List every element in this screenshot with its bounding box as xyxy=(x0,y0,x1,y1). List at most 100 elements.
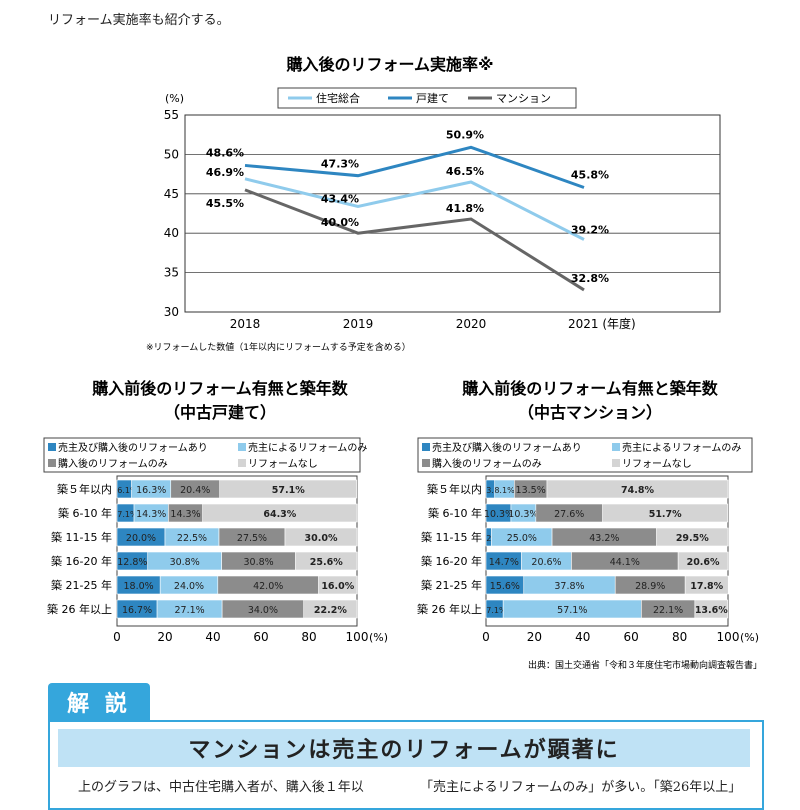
series-line-0 xyxy=(244,177,585,241)
bar-label-2-3: 29.5% xyxy=(676,533,709,544)
bar-label-4-2: 28.9% xyxy=(635,581,665,592)
y-tick-label-1: 35 xyxy=(164,266,179,280)
x-axis-tick-3: 60 xyxy=(253,630,268,644)
category-label-3: 築 16-20 年 xyxy=(51,554,112,568)
bar-segment-2-3 xyxy=(656,527,729,547)
bar-segment-0-3 xyxy=(219,479,358,499)
bar-label-0-2: 20.4% xyxy=(180,485,210,496)
category-label-0: 築５年以内 xyxy=(57,482,112,496)
legend-condo: マンション xyxy=(496,92,551,105)
bar-segment-4-3 xyxy=(318,575,358,595)
left-legend-2: 購入後のリフォームのみ xyxy=(58,457,168,470)
legend-detached: 戸建て xyxy=(416,91,449,105)
y-tick-label-3: 45 xyxy=(164,187,179,201)
bar-label-0-2: 13.5% xyxy=(516,485,546,496)
line-chart-legend: 住宅総合 戸建て マンション xyxy=(277,87,577,109)
data-label-2-2: 41.8% xyxy=(446,202,484,215)
bar-label-4-1: 24.0% xyxy=(174,581,204,592)
x-tick-label-1: 2019 xyxy=(343,317,374,331)
bar-segment-5-3 xyxy=(694,599,729,619)
bar-label-3-2: 30.8% xyxy=(244,557,274,568)
source-note: 出典：国土交通省「令和３年度住宅市場動向調査報告書」 xyxy=(528,659,762,671)
category-label-5: 築 26 年以上 xyxy=(417,602,482,616)
bar-label-5-1: 27.1% xyxy=(175,605,205,616)
y-tick-label-2: 40 xyxy=(164,226,179,240)
intro-text: リフォーム実施率も紹介する。 xyxy=(48,13,230,28)
bar-label-4-0: 18.0% xyxy=(124,581,154,592)
stacked-chart-condo: 購入前後のリフォーム有無と築年数 （中古マンション） 売主及び購入後のリフォーム… xyxy=(417,379,762,671)
category-label-5: 築 26 年以上 xyxy=(47,602,112,616)
commentary-body-right: 「売主によるリフォームのみ」が多い。「築26年以上」 xyxy=(420,780,742,795)
bar-label-4-2: 42.0% xyxy=(253,581,283,592)
data-label-1-1: 47.3% xyxy=(321,158,359,171)
bar-label-2-2: 27.5% xyxy=(237,533,267,544)
bar-label-4-3: 16.0% xyxy=(321,581,354,592)
category-label-2: 築 11-15 年 xyxy=(51,530,112,544)
bar-label-0-1: 8.1% xyxy=(494,486,515,495)
bar-label-4-3: 17.8% xyxy=(690,581,723,592)
bar-label-3-3: 20.6% xyxy=(687,557,720,568)
bar-segment-5-3 xyxy=(303,599,358,619)
bar-label-5-3: 13.6% xyxy=(695,605,728,616)
bar-segment-1-3 xyxy=(202,503,358,523)
left-legend-3: リフォームなし xyxy=(248,458,318,470)
right-legend-2: 購入後のリフォームのみ xyxy=(432,457,542,470)
category-label-0: 築５年以内 xyxy=(427,482,482,496)
x-axis-unit: (%) xyxy=(369,631,388,644)
bar-label-1-2: 27.6% xyxy=(554,509,584,520)
bar-label-5-3: 22.2% xyxy=(314,605,347,616)
data-label-0-2: 46.5% xyxy=(446,165,484,178)
x-axis-tick-1: 20 xyxy=(157,630,172,644)
series-line-1 xyxy=(244,145,585,189)
commentary-header: 解 説 xyxy=(48,683,150,721)
bar-label-3-2: 44.1% xyxy=(610,557,640,568)
data-label-1-2: 50.9% xyxy=(446,128,484,141)
bar-label-5-0: 16.7% xyxy=(122,605,152,616)
data-label-0-0: 46.9% xyxy=(206,166,244,179)
bar-label-0-3: 74.8% xyxy=(621,485,654,496)
bar-segment-1-3 xyxy=(602,503,729,523)
y-tick-label-0: 30 xyxy=(164,305,179,319)
x-axis-unit: (%) xyxy=(740,631,759,644)
bar-segment-3-3 xyxy=(295,551,358,571)
x-tick-label-2: 2020 xyxy=(456,317,487,331)
x-tick-label-0: 2018 xyxy=(230,317,261,331)
line-chart-note: ※リフォームした数値（1年以内にリフォームする予定を含める） xyxy=(146,341,411,353)
data-label-0-1: 43.4% xyxy=(321,192,359,205)
bar-label-0-3: 57.1% xyxy=(272,485,305,496)
bar-label-5-2: 34.0% xyxy=(248,605,278,616)
line-plot-frame xyxy=(184,114,721,313)
x-axis-tick-2: 40 xyxy=(205,630,220,644)
left-legend-1: 売主によるリフォームのみ xyxy=(248,441,367,454)
y-tick-label-5: 55 xyxy=(164,108,179,122)
legend-total: 住宅総合 xyxy=(316,91,360,105)
x-axis-tick-1: 20 xyxy=(527,630,542,644)
bar-label-3-3: 25.6% xyxy=(310,557,343,568)
x-axis-tick-5: 100 xyxy=(717,630,740,644)
bar-label-1-1: 10.3% xyxy=(508,509,538,520)
bar-label-3-0: 12.8% xyxy=(117,557,147,568)
line-chart: 購入後のリフォーム実施率※ (%) 住宅総合 戸建て マンション 30 35 40 4… xyxy=(146,55,721,353)
bar-segment-3-3 xyxy=(677,551,729,571)
x-axis-tick-0: 0 xyxy=(113,630,121,644)
bar-label-2-2: 43.2% xyxy=(589,533,619,544)
line-chart-title: 購入後のリフォーム実施率※ xyxy=(285,55,493,74)
right-legend-0: 売主及び購入後のリフォームあり xyxy=(432,441,582,454)
category-label-1: 築 6-10 年 xyxy=(428,506,482,520)
data-label-1-0: 48.6% xyxy=(206,146,244,159)
data-label-0-3: 39.2% xyxy=(571,224,609,237)
x-axis-tick-5: 100 xyxy=(346,630,369,644)
category-label-3: 築 16-20 年 xyxy=(421,554,482,568)
x-tick-label-3: 2021 (年度) xyxy=(568,316,636,331)
commentary-body-left: 上のグラフは、中古住宅購入者が、購入後１年以 xyxy=(78,780,364,795)
category-label-4: 築 21-25 年 xyxy=(421,578,482,592)
right-legend-1: 売主によるリフォームのみ xyxy=(622,441,741,454)
x-axis-tick-2: 40 xyxy=(575,630,590,644)
series-line-2 xyxy=(244,188,585,292)
x-axis-tick-0: 0 xyxy=(482,630,490,644)
bar-label-2-3: 30.0% xyxy=(305,533,338,544)
bar-label-1-3: 64.3% xyxy=(263,509,296,520)
bar-label-2-1: 25.0% xyxy=(507,533,537,544)
bar-label-5-0: 7.1% xyxy=(486,606,507,615)
left-chart-legend: 売主及び購入後のリフォームあり 売主によるリフォームのみ 購入後のリフォームのみ… xyxy=(43,437,367,473)
